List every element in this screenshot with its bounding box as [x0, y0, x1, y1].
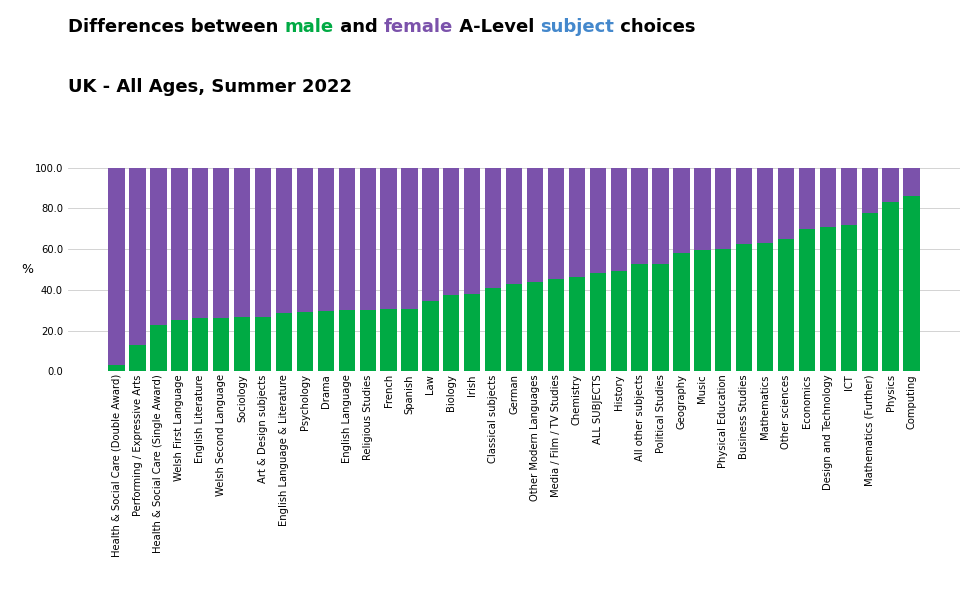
- Bar: [484, 168, 501, 288]
- Bar: [255, 317, 271, 371]
- Bar: [192, 319, 208, 371]
- Bar: [109, 168, 125, 365]
- Text: female: female: [384, 18, 453, 36]
- Text: male: male: [284, 18, 333, 36]
- Bar: [213, 168, 229, 319]
- Text: Differences between: Differences between: [68, 18, 284, 36]
- Bar: [129, 168, 145, 345]
- Bar: [526, 168, 543, 282]
- Bar: [756, 243, 772, 371]
- Bar: [401, 168, 418, 309]
- Bar: [860, 213, 877, 371]
- Bar: [338, 168, 355, 310]
- Text: and: and: [333, 18, 384, 36]
- Bar: [819, 227, 835, 371]
- Bar: [150, 168, 167, 325]
- Text: UK - All Ages, Summer 2022: UK - All Ages, Summer 2022: [68, 78, 352, 96]
- Text: choices: choices: [613, 18, 695, 36]
- Bar: [714, 249, 731, 371]
- Bar: [756, 168, 772, 243]
- Bar: [798, 168, 814, 229]
- Bar: [297, 168, 313, 312]
- Bar: [652, 265, 668, 371]
- Bar: [882, 202, 898, 371]
- Bar: [610, 168, 626, 271]
- Bar: [213, 319, 229, 371]
- Bar: [840, 225, 856, 371]
- Bar: [735, 244, 752, 371]
- Text: A-Level: A-Level: [453, 18, 540, 36]
- Bar: [192, 168, 208, 319]
- Bar: [672, 168, 689, 253]
- Bar: [819, 168, 835, 227]
- Bar: [610, 271, 626, 371]
- Bar: [672, 253, 689, 371]
- Bar: [338, 310, 355, 371]
- Bar: [234, 168, 250, 317]
- Bar: [568, 277, 584, 371]
- Bar: [589, 168, 606, 273]
- Bar: [506, 284, 521, 371]
- Text: subject: subject: [540, 18, 613, 36]
- Bar: [359, 168, 375, 310]
- Bar: [484, 288, 501, 371]
- Bar: [275, 168, 292, 313]
- Bar: [777, 168, 794, 239]
- Bar: [631, 265, 647, 371]
- Bar: [902, 168, 919, 196]
- Bar: [150, 325, 167, 371]
- Bar: [652, 168, 668, 265]
- Bar: [275, 313, 292, 371]
- Bar: [506, 168, 521, 284]
- Bar: [359, 310, 375, 371]
- Bar: [526, 282, 543, 371]
- Bar: [109, 365, 125, 371]
- Bar: [297, 312, 313, 371]
- Bar: [547, 279, 564, 371]
- Bar: [234, 317, 250, 371]
- Bar: [902, 196, 919, 371]
- Bar: [422, 168, 438, 301]
- Bar: [631, 168, 647, 265]
- Bar: [882, 168, 898, 202]
- Bar: [380, 309, 396, 371]
- Bar: [401, 309, 418, 371]
- Bar: [589, 273, 606, 371]
- Bar: [777, 239, 794, 371]
- Bar: [380, 168, 396, 309]
- Bar: [860, 168, 877, 213]
- Bar: [129, 345, 145, 371]
- Bar: [694, 250, 710, 371]
- Bar: [172, 168, 187, 320]
- Bar: [547, 168, 564, 279]
- Bar: [735, 168, 752, 244]
- Y-axis label: %: %: [21, 263, 34, 276]
- Bar: [798, 229, 814, 371]
- Bar: [694, 168, 710, 250]
- Bar: [463, 168, 480, 294]
- Bar: [568, 168, 584, 277]
- Bar: [255, 168, 271, 317]
- Bar: [317, 311, 333, 371]
- Bar: [443, 295, 459, 371]
- Bar: [463, 294, 480, 371]
- Bar: [840, 168, 856, 225]
- Bar: [714, 168, 731, 249]
- Bar: [317, 168, 333, 311]
- Bar: [422, 301, 438, 371]
- Bar: [172, 320, 187, 371]
- Bar: [443, 168, 459, 295]
